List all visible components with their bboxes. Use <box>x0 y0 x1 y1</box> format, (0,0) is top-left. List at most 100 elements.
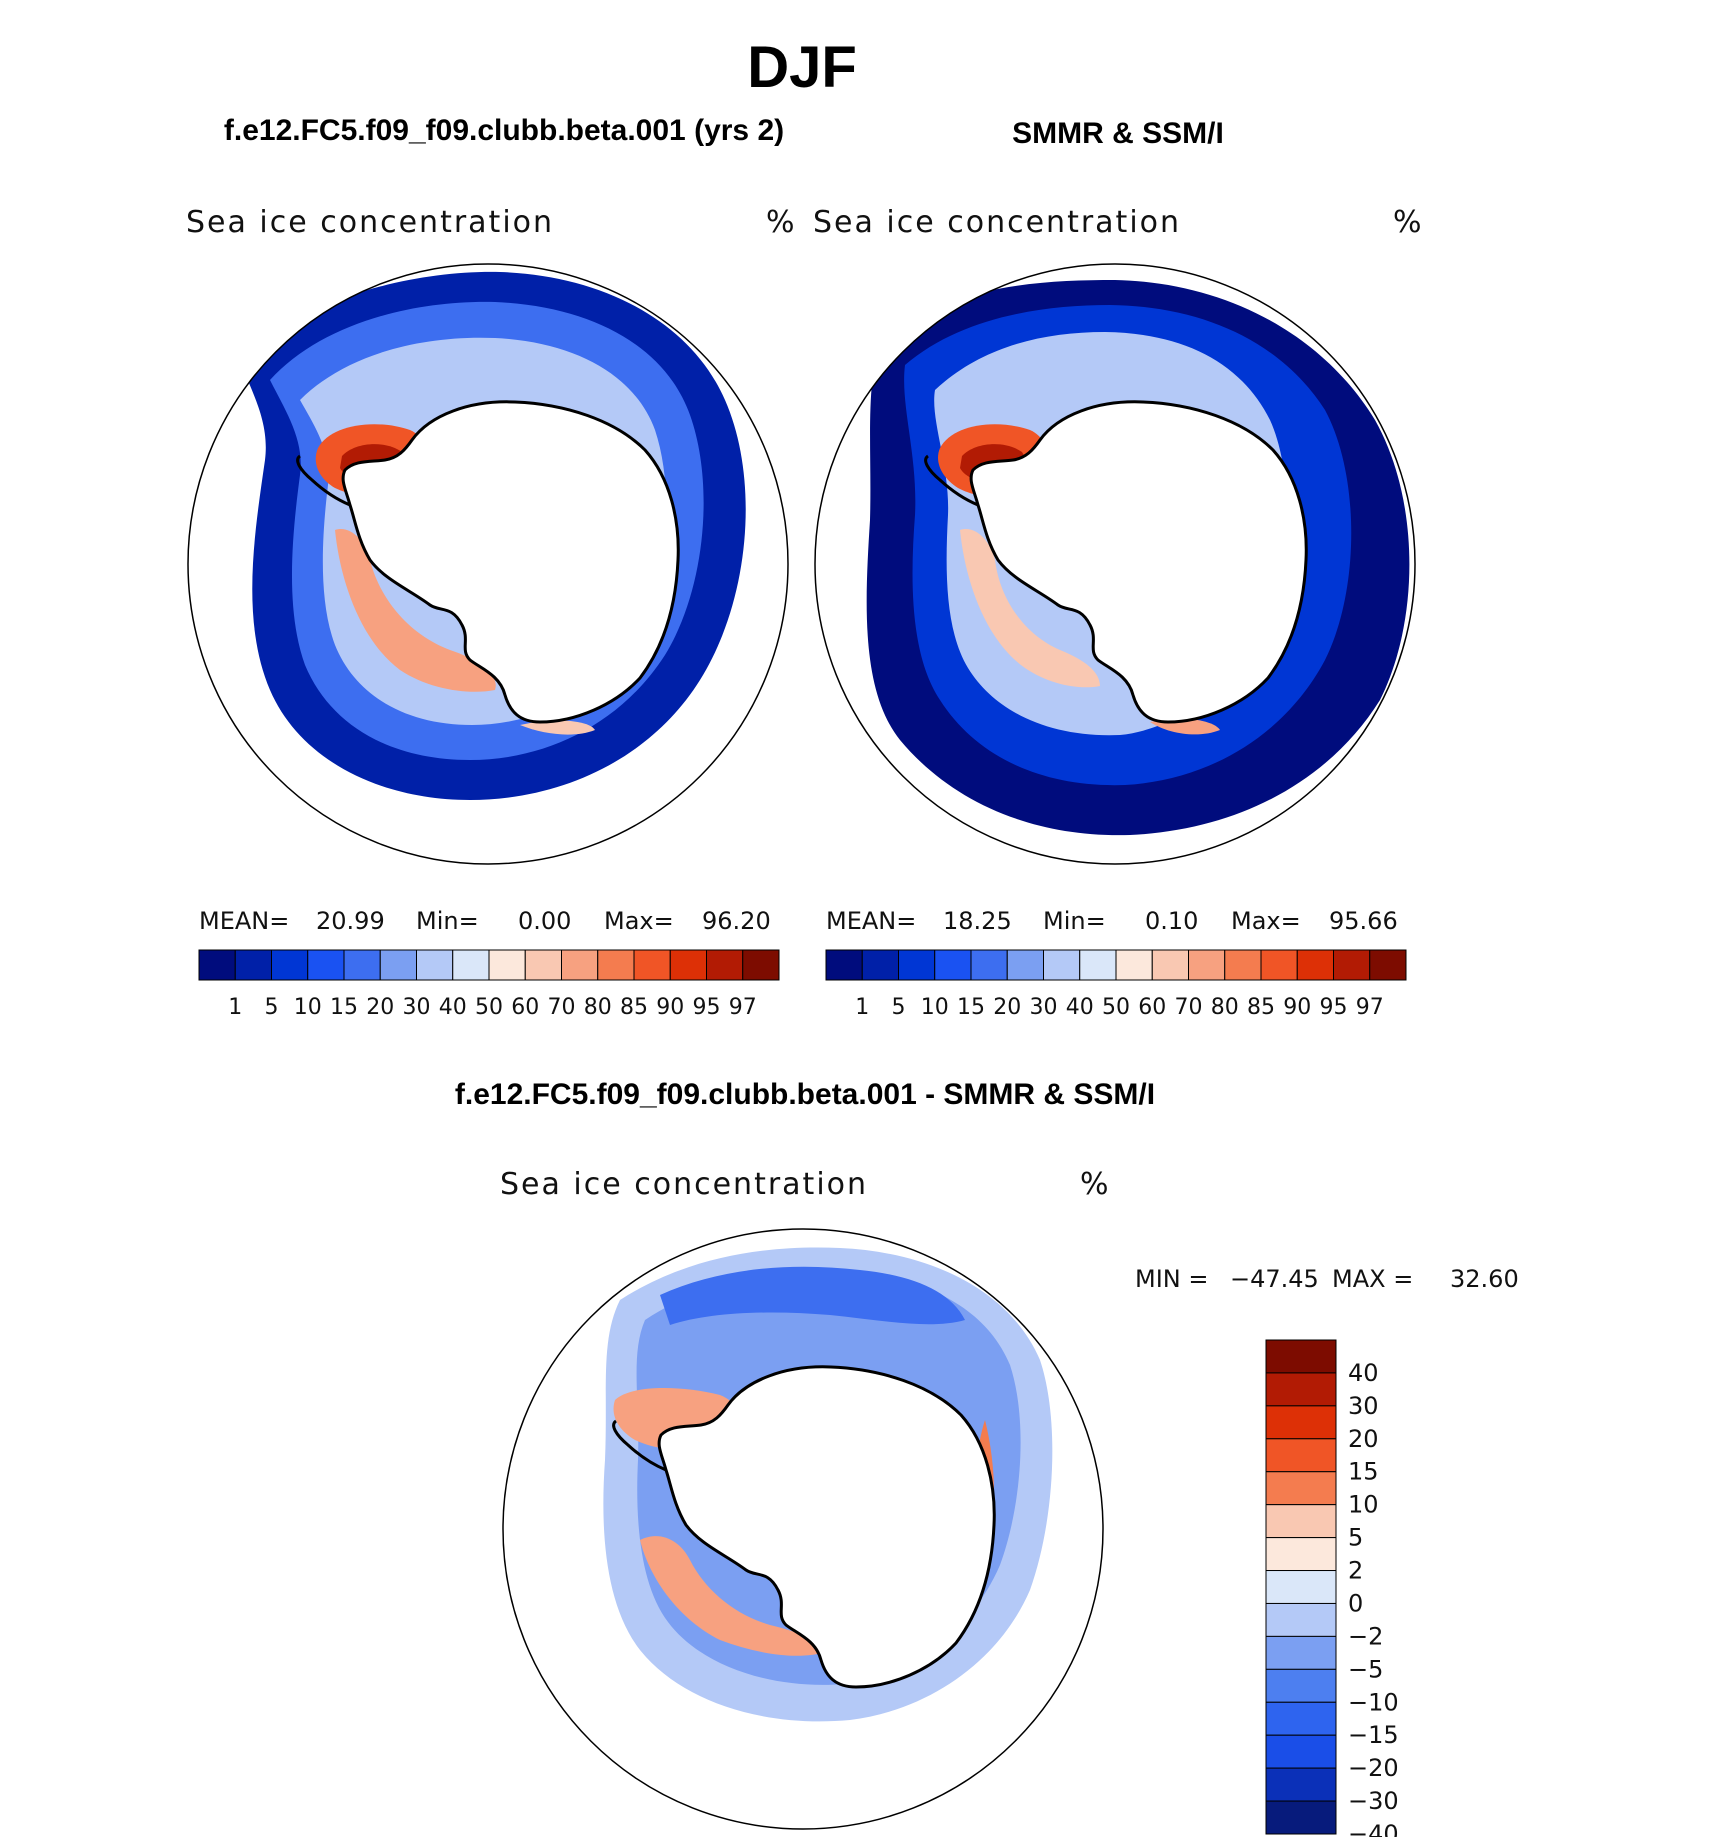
colorbar-tick-label: 95 <box>693 995 721 1020</box>
colorbar-swatch-13 <box>669 949 707 981</box>
panel2-min-label: Min= <box>1043 907 1106 935</box>
colorbar-swatch-5 <box>1006 949 1044 981</box>
diff-map-boundary <box>502 1228 1104 1830</box>
colorbar-tick-label: 5 <box>892 995 906 1020</box>
colorbar-swatch-0 <box>1265 1339 1337 1374</box>
colorbar-swatch-8 <box>1265 1602 1337 1637</box>
figure-title: DJF <box>747 35 857 100</box>
panel1-units-label: % <box>766 205 797 240</box>
panel2-variable-label: Sea ice concentration <box>813 205 1181 240</box>
colorbar-tick-label: 20 <box>1348 1425 1379 1453</box>
diff-map <box>502 1228 1104 1830</box>
colorbar-tick-label: 70 <box>1175 995 1203 1020</box>
colorbar-swatch-3 <box>1265 1438 1337 1473</box>
colorbar-swatch-5 <box>1265 1504 1337 1539</box>
colorbar-tick-label: 15 <box>957 995 985 1020</box>
panel2-max-label: Max= <box>1231 907 1301 935</box>
colorbar-swatch-0 <box>198 949 236 981</box>
colorbar-tick-label: 15 <box>1348 1458 1379 1486</box>
diff-max-value: 32.60 <box>1450 1265 1519 1293</box>
colorbar-swatch-11 <box>1224 949 1262 981</box>
colorbar-swatch-8 <box>1115 949 1153 981</box>
colorbar-tick-label: 85 <box>1247 995 1275 1020</box>
colorbar-swatch-14 <box>1265 1800 1337 1835</box>
colorbar-swatch-4 <box>1265 1471 1337 1506</box>
colorbar-swatch-6 <box>416 949 454 981</box>
diff-peninsula <box>612 1419 667 1472</box>
diff-min-value: −47.45 <box>1230 1265 1319 1293</box>
panel1-title: f.e12.FC5.f09_f09.clubb.beta.001 (yrs 2) <box>224 114 784 147</box>
panel1-stats: MEAN= 20.99 Min= 0.00 Max= 96.20 <box>199 907 771 935</box>
colorbar-swatch-11 <box>597 949 635 981</box>
diff-title: f.e12.FC5.f09_f09.clubb.beta.001 - SMMR … <box>455 1078 1155 1111</box>
panel2-colorbar: 1 5 10 15 20 30 40 50 60 70 80 85 90 95 97 <box>825 949 1407 1020</box>
colorbar-swatch-3 <box>307 949 345 981</box>
colorbar-tick-label: 60 <box>511 995 539 1020</box>
colorbar-swatch-6 <box>1265 1537 1337 1572</box>
colorbar-tick-label: 50 <box>1102 995 1130 1020</box>
panel1-mean-label: MEAN= <box>199 907 289 935</box>
colorbar-swatch-1 <box>861 949 899 981</box>
diff-stats: MIN = −47.45 MAX = 32.60 <box>1135 1265 1519 1293</box>
panel1-ice-east <box>520 720 595 735</box>
colorbar-swatch-2 <box>271 949 309 981</box>
colorbar-tick-label: 1 <box>228 995 242 1020</box>
colorbar-swatch-7 <box>452 949 490 981</box>
colorbar-tick-label: 5 <box>265 995 279 1020</box>
panel2-mean-value: 18.25 <box>943 907 1012 935</box>
colorbar-swatch-14 <box>706 949 744 981</box>
diff-units-label: % <box>1080 1167 1111 1202</box>
colorbar-swatch-6 <box>1043 949 1081 981</box>
colorbar-tick-label: 15 <box>330 995 358 1020</box>
colorbar-tick-label: 10 <box>921 995 949 1020</box>
colorbar-swatch-1 <box>1265 1372 1337 1407</box>
colorbar-tick-label: 97 <box>1356 995 1384 1020</box>
colorbar-swatch-11 <box>1265 1701 1337 1736</box>
colorbar-swatch-9 <box>1151 949 1189 981</box>
colorbar-tick-label: 20 <box>993 995 1021 1020</box>
diff-variable-label: Sea ice concentration <box>500 1167 868 1202</box>
colorbar-tick-label: −2 <box>1348 1622 1383 1650</box>
panel1-mean-value: 20.99 <box>316 907 385 935</box>
colorbar-tick-label: 30 <box>1030 995 1058 1020</box>
colorbar-swatch-12 <box>633 949 671 981</box>
colorbar-tick-label: 5 <box>1348 1524 1363 1552</box>
colorbar-swatch-4 <box>970 949 1008 981</box>
panel2-units-label: % <box>1393 205 1424 240</box>
colorbar-tick-label: 20 <box>366 995 394 1020</box>
colorbar-tick-label: 50 <box>475 995 503 1020</box>
diff-ross <box>640 1536 825 1656</box>
colorbar-tick-label: −15 <box>1348 1721 1399 1749</box>
colorbar-swatch-7 <box>1265 1570 1337 1604</box>
colorbar-tick-label: 10 <box>1348 1491 1379 1519</box>
panel1-colorbar: 1 5 10 15 20 30 40 50 60 70 80 85 90 95 97 <box>198 949 780 1020</box>
colorbar-tick-label: 97 <box>729 995 757 1020</box>
colorbar-tick-label: −10 <box>1348 1688 1399 1716</box>
colorbar-tick-label: 60 <box>1138 995 1166 1020</box>
colorbar-swatch-2 <box>898 949 936 981</box>
colorbar-tick-label: −5 <box>1348 1655 1383 1683</box>
colorbar-swatch-10 <box>1265 1668 1337 1703</box>
colorbar-tick-label: −40 <box>1348 1820 1399 1837</box>
panel2-stats: MEAN= 18.25 Min= 0.10 Max= 95.66 <box>826 907 1398 935</box>
colorbar-tick-label: 2 <box>1348 1557 1363 1585</box>
colorbar-swatch-10 <box>561 949 599 981</box>
colorbar-swatch-1 <box>234 949 272 981</box>
diff-min-label: MIN = <box>1135 1265 1208 1293</box>
colorbar-tick-label: 95 <box>1320 995 1348 1020</box>
colorbar-swatch-12 <box>1265 1734 1337 1769</box>
colorbar-swatch-10 <box>1188 949 1226 981</box>
panel1-min-value: 0.00 <box>518 907 571 935</box>
colorbar-tick-label: −30 <box>1348 1787 1399 1815</box>
colorbar-swatch-14 <box>1333 949 1371 981</box>
panel1-map <box>187 263 789 865</box>
colorbar-swatch-3 <box>934 949 972 981</box>
panel2-antarctica <box>969 400 1308 724</box>
panel2-mean-label: MEAN= <box>826 907 916 935</box>
colorbar-tick-label: 40 <box>1066 995 1094 1020</box>
colorbar-tick-label: 80 <box>1211 995 1239 1020</box>
colorbar-swatch-0 <box>825 949 863 981</box>
colorbar-tick-label: 0 <box>1348 1589 1363 1617</box>
